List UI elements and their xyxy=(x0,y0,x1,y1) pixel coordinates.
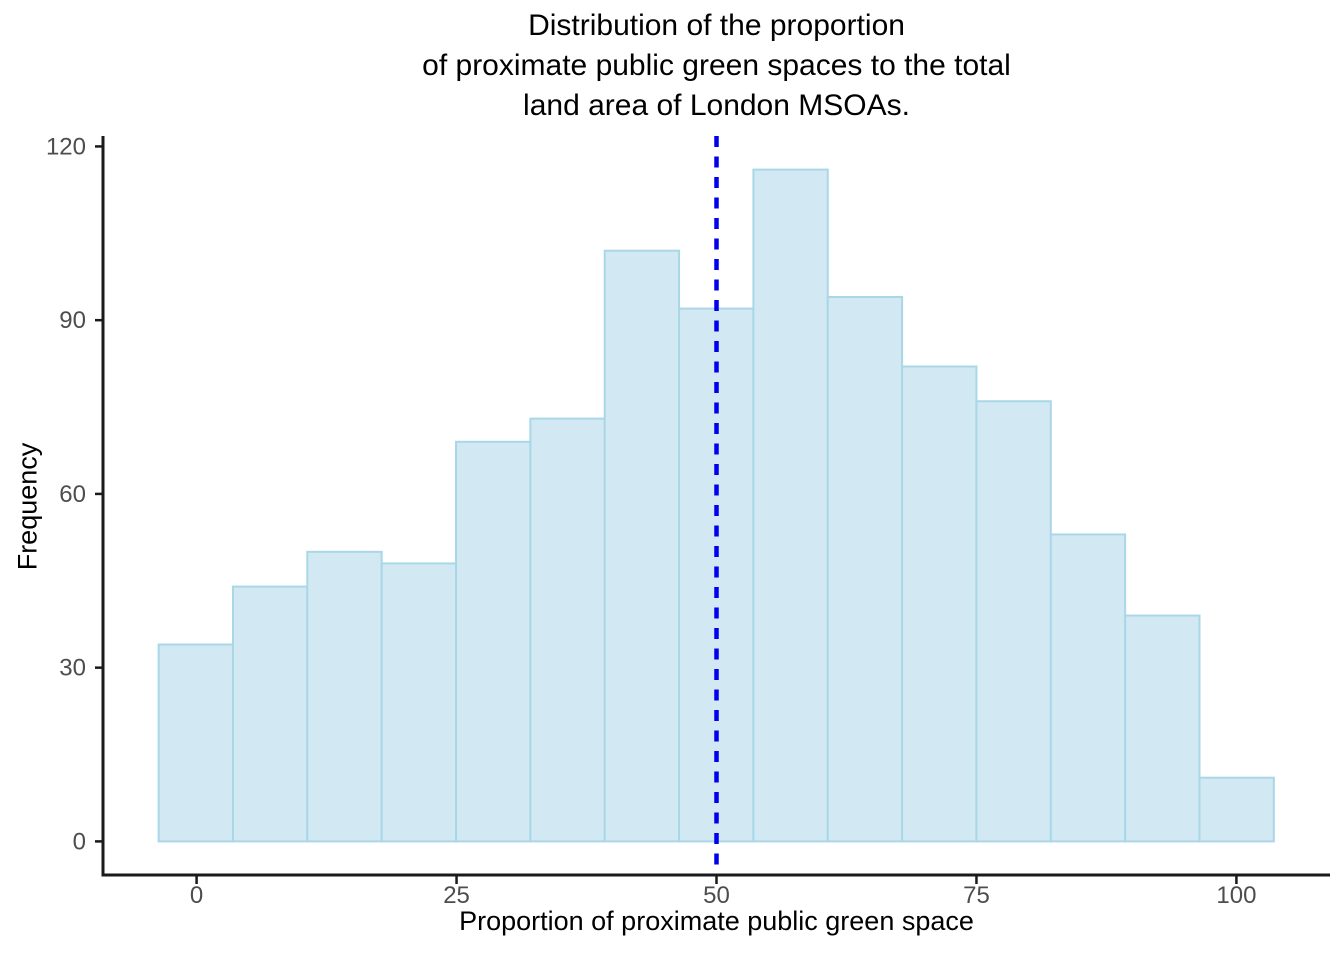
histogram-bar xyxy=(1198,776,1275,843)
x-tick-label: 100 xyxy=(1216,882,1256,909)
chart-title: Distribution of the proportion of proxim… xyxy=(422,9,1011,122)
histogram-bar xyxy=(231,585,309,843)
x-tick-label: 0 xyxy=(190,882,203,909)
histogram-bar xyxy=(901,365,978,843)
histogram-bar xyxy=(752,168,829,843)
histogram-bar xyxy=(455,440,532,843)
histogram-bar xyxy=(380,562,458,843)
histogram-bar xyxy=(1049,533,1127,843)
histogram-bar xyxy=(826,296,904,843)
y-tick-label: 30 xyxy=(59,655,86,682)
histogram-bar xyxy=(306,550,383,843)
x-tick-label: 75 xyxy=(963,882,990,909)
histogram-bar xyxy=(975,400,1052,843)
histogram-bar xyxy=(529,417,606,843)
y-tick-label: 60 xyxy=(59,481,86,508)
histogram-bar xyxy=(157,643,234,843)
histogram-bar xyxy=(603,249,681,843)
x-axis-label: Proportion of proximate public green spa… xyxy=(459,906,974,936)
y-tick-label: 0 xyxy=(73,828,86,855)
y-tick-label: 120 xyxy=(46,133,86,160)
x-tick-label: 50 xyxy=(703,882,730,909)
x-tick-label: 25 xyxy=(443,882,470,909)
histogram-bar xyxy=(1124,614,1201,843)
y-tick-label: 90 xyxy=(59,307,86,334)
